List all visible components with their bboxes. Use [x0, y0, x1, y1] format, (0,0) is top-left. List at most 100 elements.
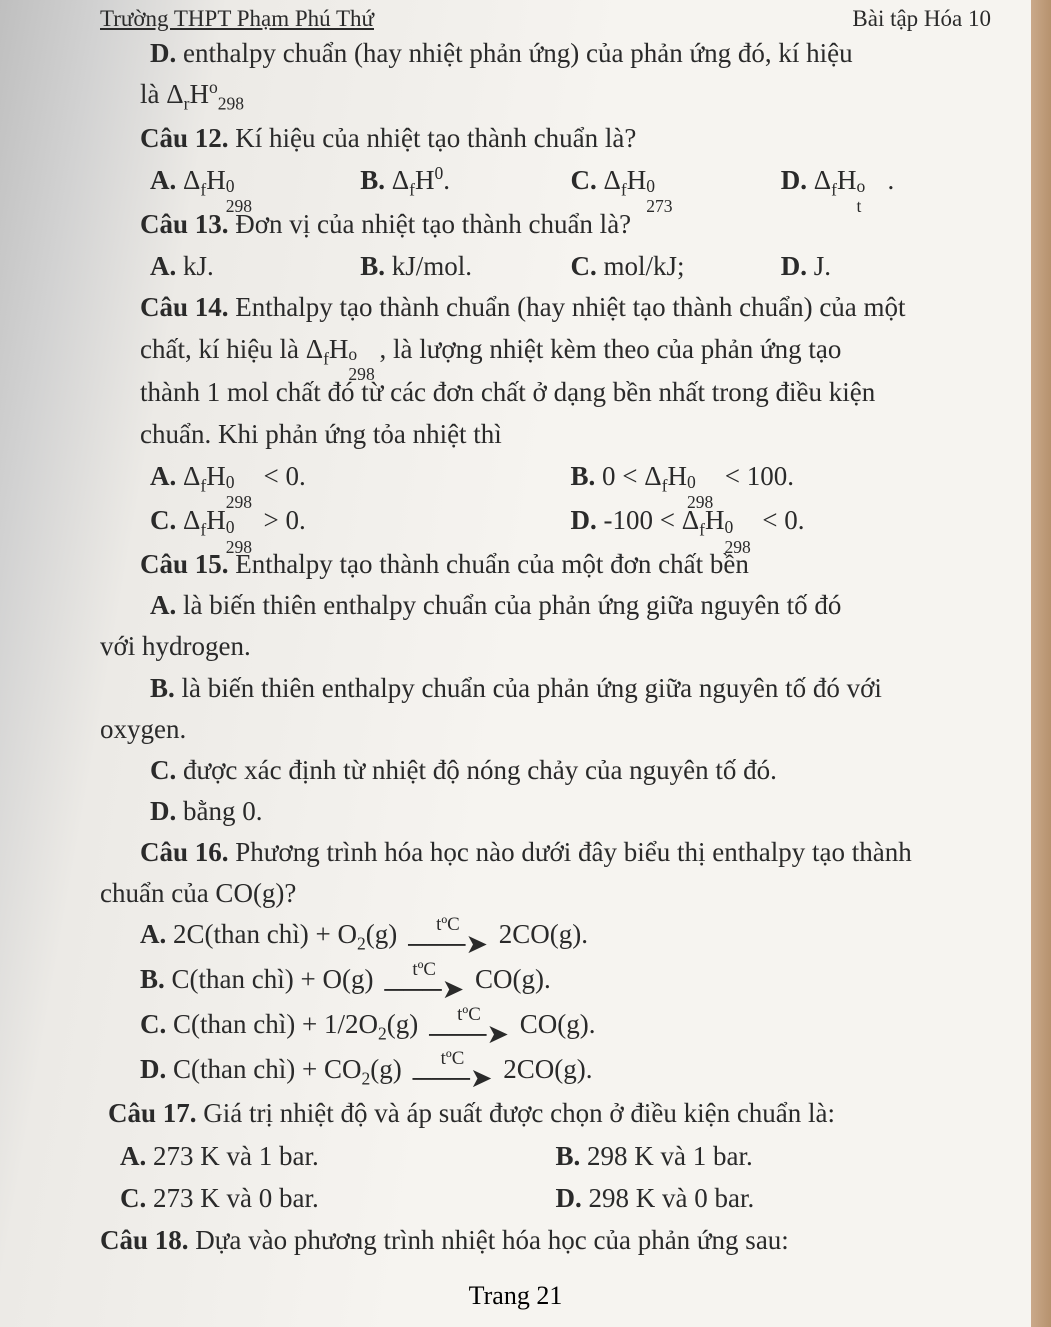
arrow-glyph: ───➤: [412, 1065, 492, 1092]
q17-C: C. 273 K và 0 bar.: [120, 1178, 556, 1219]
bot: 298: [348, 362, 374, 387]
option-d-text: enthalpy chuẩn (hay nhiệt phản ứng) của …: [183, 38, 853, 68]
q13-D: D. J.: [781, 246, 991, 287]
subnum: 298: [218, 94, 244, 114]
q12-text: Kí hiệu của nhiệt tạo thành chuẩn là?: [229, 123, 637, 153]
bot: 273: [646, 193, 672, 219]
q12-A: A. ΔfH0298: [150, 160, 360, 203]
H: H: [206, 461, 226, 491]
l: C(than chì) + 1/2O: [166, 1009, 378, 1039]
H: H: [206, 165, 226, 195]
q17-A: A. 273 K và 1 bar.: [120, 1136, 556, 1177]
txt: mol/kJ;: [597, 251, 685, 281]
sup: o: [209, 77, 218, 97]
lbl: C.: [150, 505, 176, 535]
lbl: D.: [781, 165, 807, 195]
txt: là biến thiên enthalpy chuẩn của phản ứn…: [175, 673, 882, 703]
q16-B: B. C(than chì) + O(g) tºC───➤ CO(g).: [100, 960, 991, 1003]
q17-stem: Câu 17. Giá trị nhiệt độ và áp suất được…: [100, 1094, 991, 1133]
txt: J.: [807, 251, 831, 281]
q18-stem: Câu 18. Dựa vào phương trình nhiệt hóa h…: [100, 1221, 991, 1260]
q15-B2: oxygen.: [100, 710, 991, 749]
q14-C: C. ΔfH0298 > 0.: [150, 500, 571, 543]
r: 2CO(g).: [499, 919, 588, 949]
H: H: [415, 165, 435, 195]
H: H: [206, 505, 226, 535]
q14-l3: thành 1 mol chất đó từ các đơn chất ở dạ…: [100, 373, 991, 412]
q16-head: Câu 16.: [140, 837, 229, 867]
arrow-glyph: ───➤: [429, 1021, 509, 1048]
q15-head: Câu 15.: [140, 549, 229, 579]
q17-B: B. 298 K và 1 bar.: [556, 1136, 992, 1177]
desk-edge: [1031, 0, 1051, 1327]
lbl: C.: [120, 1183, 146, 1213]
q16-A: A. 2C(than chì) + O2(g) tºC───➤ 2CO(g).: [100, 915, 991, 958]
arrow-icon: tºC───➤: [412, 1050, 492, 1092]
sub: 2: [357, 934, 366, 954]
lbl: B.: [360, 165, 385, 195]
arrow-icon: tºC───➤: [429, 1006, 509, 1048]
lbl: A.: [120, 1141, 146, 1171]
bot: 298: [724, 534, 750, 560]
lbl: B.: [140, 964, 165, 994]
q14-options-row1: A. ΔfH0298 < 0. B. 0 < ΔfH0298 < 100.: [100, 456, 991, 499]
lbl: D.: [140, 1054, 166, 1084]
sub: 2: [378, 1023, 387, 1043]
lbl: D.: [150, 796, 176, 826]
sub: 2: [361, 1068, 370, 1088]
bot: 298: [226, 489, 252, 515]
lbl: C.: [150, 755, 176, 785]
txt-a: chất, kí hiệu là Δ: [140, 334, 323, 364]
q14-l4: chuẩn. Khi phản ứng tỏa nhiệt thì: [100, 415, 991, 454]
l: C(than chì) + CO: [166, 1054, 361, 1084]
lbl: D.: [556, 1183, 582, 1213]
lbl: D.: [781, 251, 807, 281]
q14-D: D. -100 < ΔfH0298 < 0.: [571, 500, 992, 543]
q15-A1: A. là biến thiên enthalpy chuẩn của phản…: [100, 586, 991, 625]
lbl: B.: [571, 461, 596, 491]
lbl: A.: [150, 590, 176, 620]
lbl: B.: [150, 673, 175, 703]
q13-B: B. kJ/mol.: [360, 246, 570, 287]
bot: 298: [687, 489, 713, 515]
q12-stem: Câu 12. Kí hiệu của nhiệt tạo thành chuẩ…: [100, 119, 991, 158]
q15-D: D. bằng 0.: [100, 792, 991, 831]
q12-head: Câu 12.: [140, 123, 229, 153]
q14-B: B. 0 < ΔfH0298 < 100.: [571, 456, 992, 499]
txt: kJ/mol.: [385, 251, 472, 281]
q17-head: Câu 17.: [108, 1098, 197, 1128]
lbl: A.: [150, 165, 176, 195]
lbl: A.: [140, 919, 166, 949]
txt: kJ.: [176, 251, 214, 281]
post: > 0.: [257, 505, 306, 535]
q15-B1: B. là biến thiên enthalpy chuẩn của phản…: [100, 669, 991, 708]
post: < 0.: [257, 461, 306, 491]
text: là Δ: [140, 79, 184, 109]
q14-l2: chất, kí hiệu là ΔfHo298 , là lượng nhiệ…: [100, 330, 991, 372]
q16-C: C. C(than chì) + 1/2O2(g) tºC───➤ CO(g).: [100, 1005, 991, 1048]
txt: 298 K và 0 bar.: [582, 1183, 754, 1213]
q13-options: A. kJ. B. kJ/mol. C. mol/kJ; D. J.: [100, 246, 991, 287]
arrow-glyph: ───➤: [408, 931, 488, 958]
H: H: [329, 334, 349, 364]
bot: t: [856, 193, 861, 219]
q14-l1: Câu 14. Enthalpy tạo thành chuẩn (hay nh…: [100, 288, 991, 327]
prev-option-d-line1: D. enthalpy chuẩn (hay nhiệt phản ứng) c…: [100, 34, 991, 73]
q13-C: C. mol/kJ;: [571, 246, 781, 287]
bot: 298: [226, 534, 252, 560]
txt: bằng 0.: [176, 796, 262, 826]
arrow-icon: tºC───➤: [408, 916, 488, 958]
prev-option-d-line2: là ΔrHo298: [100, 75, 991, 117]
txt: Enthalpy tạo thành chuẩn (hay nhiệt tạo …: [229, 292, 906, 322]
txt: 273 K và 0 bar.: [146, 1183, 318, 1213]
H: H: [667, 461, 687, 491]
q12-D: D. ΔfHot .: [781, 160, 991, 203]
lbl: B.: [556, 1141, 581, 1171]
l: 2C(than chì) + O: [166, 919, 357, 949]
q14-head: Câu 14.: [140, 292, 229, 322]
q17-row2: C. 273 K và 0 bar. D. 298 K và 0 bar.: [100, 1178, 991, 1219]
txt: được xác định từ nhiệt độ nóng chảy của …: [176, 755, 777, 785]
q17-row1: A. 273 K và 1 bar. B. 298 K và 1 bar.: [100, 1136, 991, 1177]
q12-options: A. ΔfH0298 B. ΔfH0. C. ΔfH0273 D. ΔfHot …: [100, 160, 991, 203]
l: C(than chì) + O(g): [165, 964, 380, 994]
